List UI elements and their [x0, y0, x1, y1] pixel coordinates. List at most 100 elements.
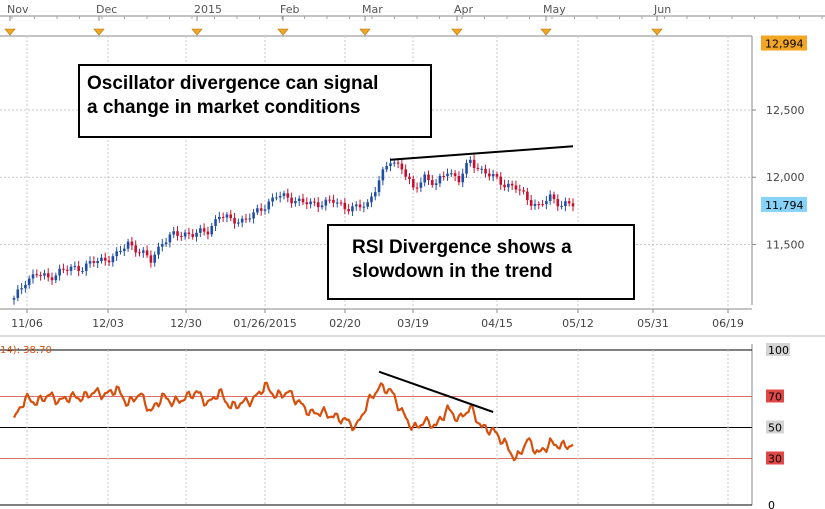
candle-body — [469, 159, 472, 164]
candle-body — [164, 242, 168, 245]
candle-body — [96, 260, 99, 264]
candle-body — [145, 250, 149, 256]
candle-body — [419, 182, 423, 188]
candle-body — [335, 202, 339, 204]
event-marker-icon — [93, 28, 105, 36]
candle-body — [35, 274, 39, 276]
candle-body — [58, 268, 61, 276]
candle-body — [564, 201, 567, 206]
candle-body — [138, 252, 141, 254]
rsi-level-badge — [766, 451, 784, 465]
event-marker-icon — [4, 28, 16, 36]
candle-body — [362, 206, 366, 208]
candle-body — [290, 197, 293, 204]
candle-body — [533, 204, 537, 206]
rsi-line — [13, 381, 574, 462]
candle-body — [541, 204, 544, 206]
candle-body — [343, 202, 347, 210]
rsi-level-label: 100 — [768, 344, 789, 357]
candle-body — [347, 209, 350, 212]
candle-body — [389, 163, 392, 167]
candle-body — [73, 266, 77, 268]
candle-body — [438, 176, 442, 184]
candle-body — [248, 218, 252, 220]
candle-body — [457, 176, 461, 183]
candle-body — [69, 266, 73, 271]
candle-body — [115, 251, 118, 257]
candle-body — [324, 199, 328, 206]
candle-body — [328, 199, 331, 201]
candle-body — [54, 275, 58, 281]
candle-body — [476, 167, 480, 169]
month-label: Jun — [653, 3, 671, 16]
candle-body — [65, 269, 69, 271]
candle-body — [259, 208, 263, 211]
candle-body — [567, 201, 571, 204]
date-label: 11/06 — [11, 317, 43, 330]
candle-body — [62, 268, 65, 270]
candle-body — [507, 183, 510, 188]
candle-body — [168, 234, 172, 243]
candle-body — [552, 194, 556, 200]
candle-body — [100, 257, 103, 261]
candle-body — [499, 176, 503, 185]
candle-body — [199, 228, 202, 233]
candle-body — [495, 174, 499, 177]
candle-body — [191, 234, 195, 237]
candle-body — [103, 257, 107, 261]
event-marker-icon — [191, 28, 203, 36]
event-marker-icon — [651, 28, 663, 36]
event-marker-icon — [540, 28, 552, 36]
annotation-oscillator-divergence: Oscillator divergence can signal a chang… — [78, 64, 432, 138]
last-price-badge — [761, 196, 807, 212]
date-label: 12/03 — [92, 317, 124, 330]
month-label: Apr — [454, 3, 474, 16]
date-label: 05/12 — [562, 317, 594, 330]
candle-body — [46, 273, 50, 278]
date-label: 01/26/2015 — [233, 317, 296, 330]
candle-body — [373, 192, 377, 197]
candle-body — [430, 180, 434, 186]
candle-body — [404, 169, 407, 177]
candle-body — [233, 218, 236, 224]
month-label: Dec — [96, 3, 117, 16]
candle-body — [176, 231, 179, 236]
candle-body — [237, 222, 240, 224]
candle-body — [446, 173, 449, 177]
rsi-level-badge — [766, 498, 784, 509]
candle-body — [461, 173, 465, 183]
candle-body — [221, 216, 225, 218]
trendline — [390, 145, 574, 161]
event-marker-icon — [451, 28, 463, 36]
candle-body — [332, 199, 335, 203]
candle-body — [309, 201, 312, 205]
month-label: May — [543, 3, 566, 16]
candle-body — [392, 162, 396, 164]
candle-body — [339, 202, 343, 204]
candle-body — [20, 288, 23, 290]
candle-body — [92, 261, 96, 264]
rsi-level-label: 50 — [768, 422, 782, 435]
rsi-level-label: 70 — [768, 391, 782, 404]
candle-body — [88, 261, 92, 264]
rsi-level-badge — [766, 420, 784, 434]
candle-body — [130, 241, 134, 246]
month-label: Nov — [7, 3, 29, 16]
candle-body — [484, 168, 487, 174]
candle-body — [537, 204, 541, 206]
candle-body — [77, 266, 80, 272]
candle-body — [183, 232, 187, 237]
event-marker-icon — [359, 28, 371, 36]
candle-body — [244, 218, 248, 220]
candle-body — [206, 231, 210, 235]
candle-body — [24, 284, 27, 289]
candle-body — [195, 232, 198, 237]
date-label: 06/19 — [712, 317, 744, 330]
rsi-indicator-label: 14): 38.70 — [0, 345, 52, 356]
candle-body — [214, 219, 217, 226]
candle-body — [480, 168, 484, 170]
candle-body — [472, 159, 476, 168]
candle-body — [385, 166, 388, 170]
candle-body — [571, 203, 575, 207]
candle-body — [396, 162, 400, 164]
